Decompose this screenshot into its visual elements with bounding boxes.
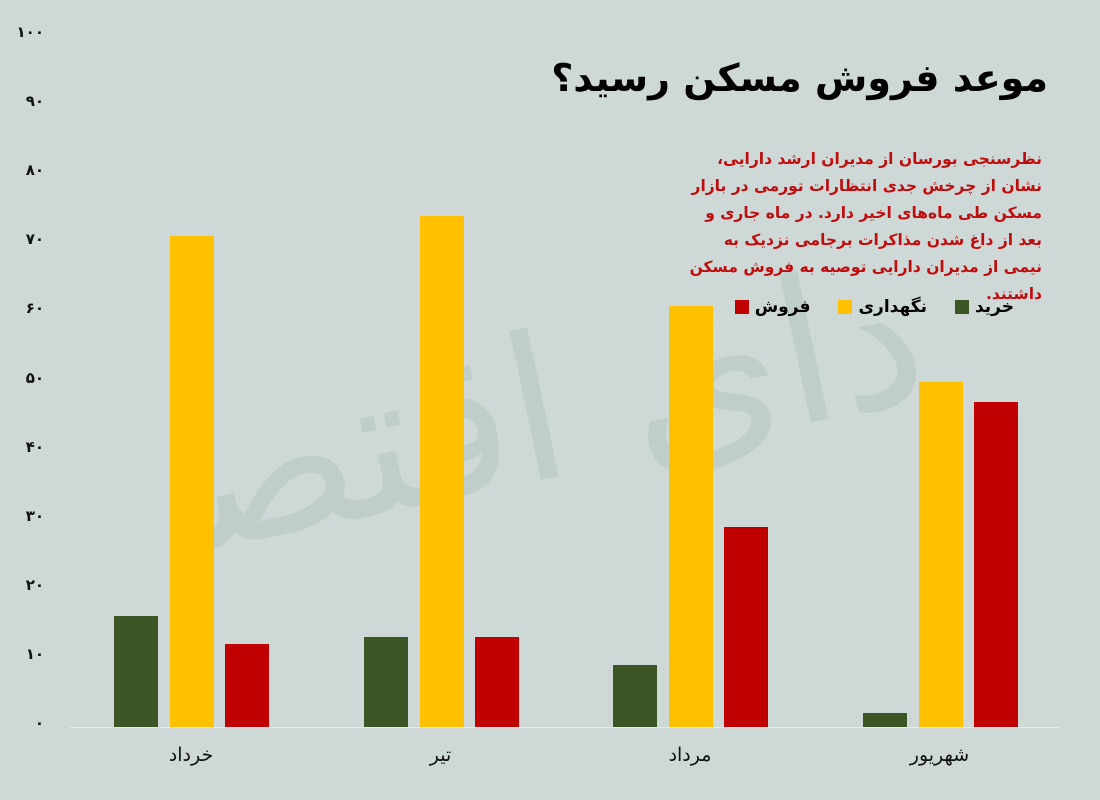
legend-item-buy: خرید (954, 297, 1014, 317)
bar-sell (225, 644, 269, 727)
legend-swatch-sell (734, 300, 749, 314)
legend: فروش نگهداری خرید (734, 297, 1014, 317)
legend-item-sell: فروش (734, 297, 811, 317)
y-tick-label: ۵۰ (25, 368, 44, 387)
y-tick-label: ۶۰ (25, 299, 44, 318)
bar-sell (474, 637, 519, 727)
x-axis-baseline (70, 727, 1060, 728)
y-tick-label: ۷۰ (25, 230, 44, 249)
chart-title: موعد فروش مسکن رسید؟ (551, 56, 1048, 100)
y-tick-label: ۰ (34, 714, 44, 732)
legend-label-hold: نگهداری (858, 297, 927, 317)
x-tick-label: شهریور (909, 744, 970, 766)
x-tick-label: خرداد (168, 744, 214, 766)
bar-buy (114, 616, 158, 727)
bar-hold (419, 215, 464, 727)
y-tick-label: ۴۰ (25, 437, 44, 456)
bar-hold (170, 236, 214, 727)
bar-sell (724, 526, 768, 727)
bar-buy (613, 664, 657, 727)
y-tick-label: ۱۰۰ (16, 23, 44, 41)
bar-hold (918, 381, 963, 727)
bar-buy (862, 713, 907, 727)
legend-label-buy: خرید (974, 297, 1014, 317)
bar-sell (973, 402, 1018, 727)
legend-label-sell: فروش (754, 297, 811, 317)
bar-hold (669, 305, 713, 727)
legend-swatch-hold (838, 300, 853, 314)
x-tick-label: تیر (429, 744, 452, 766)
legend-swatch-buy (954, 300, 969, 314)
y-tick-label: ۸۰ (25, 161, 44, 180)
y-tick-label: ۲۰ (25, 575, 44, 594)
y-tick-label: ۱۰ (25, 644, 44, 663)
bar-buy (363, 637, 408, 727)
chart-description: نظرسنجی بورسان از مدیران ارشد دارایی، نش… (689, 150, 1042, 303)
y-tick-label: ۹۰ (25, 92, 44, 111)
y-tick-label: ۳۰ (25, 506, 44, 525)
x-tick-label: مرداد (668, 744, 712, 766)
legend-item-hold: نگهداری (838, 297, 927, 317)
